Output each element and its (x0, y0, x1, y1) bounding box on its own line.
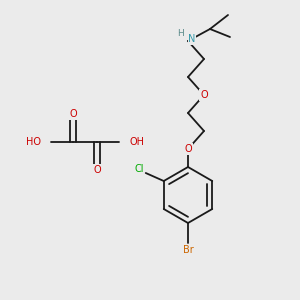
Text: Br: Br (183, 245, 194, 255)
Text: H: H (178, 28, 184, 38)
Text: Cl: Cl (134, 164, 143, 174)
Text: O: O (69, 109, 77, 119)
Text: O: O (93, 165, 101, 175)
Text: O: O (184, 144, 192, 154)
Text: OH: OH (129, 137, 144, 147)
Text: HO: HO (26, 137, 41, 147)
Text: N: N (188, 34, 196, 44)
Text: O: O (200, 90, 208, 100)
